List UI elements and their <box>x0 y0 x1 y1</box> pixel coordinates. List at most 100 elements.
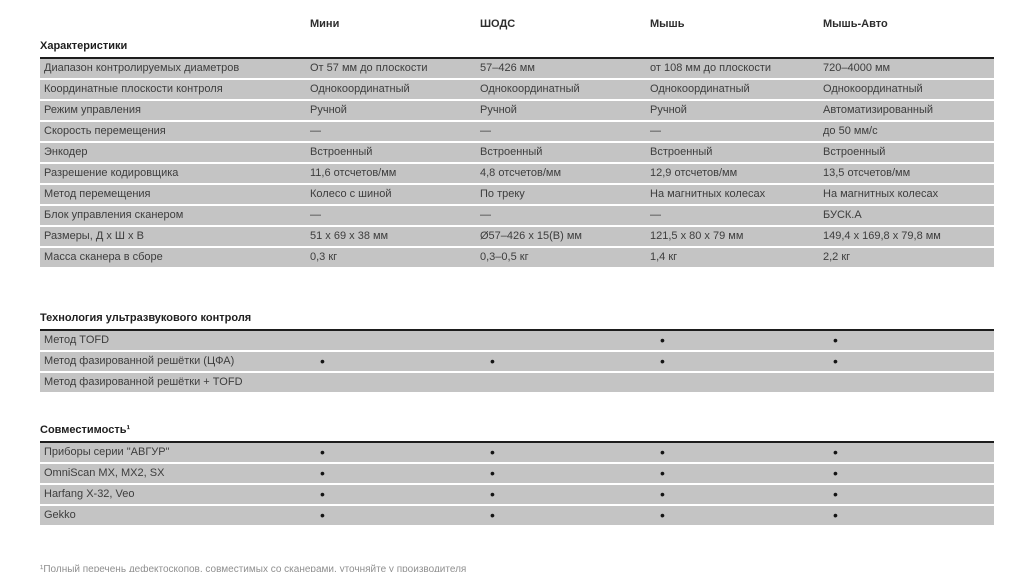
check-dot: • <box>833 507 838 523</box>
row-label: Диапазон контролируемых диаметров <box>44 62 240 74</box>
section-title: Характеристики <box>40 40 994 59</box>
check-dot: • <box>320 444 325 460</box>
row-label: Метод фазированной решётки + TOFD <box>44 376 243 388</box>
cell-value: Однокоординатный <box>650 83 750 95</box>
cell-value: 149,4 x 169,8 x 79,8 мм <box>823 230 941 242</box>
cell-value: Ø57–426 x 15(В) мм <box>480 230 582 242</box>
cell-value: — <box>480 125 491 137</box>
table-row: Gekko • • • • <box>40 506 994 527</box>
column-headers: Мини ШОДС Мышь Мышь-Авто <box>40 18 994 30</box>
table-row: Метод фазированной решётки (ЦФА) • • • • <box>40 352 994 373</box>
cell-value: 13,5 отсчетов/мм <box>823 167 911 179</box>
cell-value: Однокоординатный <box>823 83 923 95</box>
cell-value: 2,2 кг <box>823 251 851 263</box>
cell-value: Ручной <box>650 104 687 116</box>
cell-value: Встроенный <box>650 146 713 158</box>
check-dot: • <box>660 486 665 502</box>
row-label: Метод перемещения <box>44 188 151 200</box>
check-dot: • <box>660 332 665 348</box>
cell-value <box>823 373 994 392</box>
table-row: Разрешение кодировщика 11,6 отсчетов/мм 4,… <box>40 164 994 185</box>
check-dot: • <box>490 444 495 460</box>
table-row: Harfang X-32, Veo • • • • <box>40 485 994 506</box>
table-row: Координатные плоскости контроля Однокоорд… <box>40 80 994 101</box>
table-row: Энкодер Встроенный Встроенный Встроенный Вст… <box>40 143 994 164</box>
cell-value: Ручной <box>480 104 517 116</box>
cell-value <box>480 373 650 392</box>
column-header: ШОДС <box>480 18 516 30</box>
footnote: ¹Полный перечень дефектоскопов, совмести… <box>40 564 467 572</box>
row-label: OmniScan MX, MX2, SX <box>44 467 165 479</box>
cell-value: 11,6 отсчетов/мм <box>310 167 397 179</box>
row-label: Приборы серии "АВГУР" <box>44 446 170 458</box>
table-row: Масса сканера в сборе 0,3 кг 0,3–0,5 кг 1,4… <box>40 248 994 269</box>
cell-value: Встроенный <box>310 146 373 158</box>
table-row: Скорость перемещения — — — до 50 мм/с <box>40 122 994 143</box>
column-header: Мышь <box>650 18 685 30</box>
row-label: Скорость перемещения <box>44 125 166 137</box>
cell-value: Однокоординатный <box>310 83 410 95</box>
check-dot: • <box>660 444 665 460</box>
table-row: Метод фазированной решётки + TOFD <box>40 373 994 394</box>
cell-value <box>310 331 480 350</box>
table-section: Технология ультразвукового контроля Метод… <box>40 312 994 394</box>
check-dot: • <box>833 465 838 481</box>
cell-value: По треку <box>480 188 525 200</box>
cell-value <box>310 373 480 392</box>
cell-value: От 57 мм до плоскости <box>310 62 428 74</box>
check-dot: • <box>320 353 325 369</box>
cell-value <box>650 373 823 392</box>
table-row: Диапазон контролируемых диаметров От 57 м… <box>40 59 994 80</box>
cell-value: На магнитных колесах <box>823 188 939 200</box>
column-header: Мышь-Авто <box>823 18 888 30</box>
row-label: Метод фазированной решётки (ЦФА) <box>44 355 235 367</box>
row-label: Разрешение кодировщика <box>44 167 179 179</box>
cell-value: 121,5 x 80 x 79 мм <box>650 230 744 242</box>
cell-value: 1,4 кг <box>650 251 678 263</box>
cell-value: БУСК.А <box>823 209 862 221</box>
table-row: Метод TOFD • • <box>40 331 994 352</box>
comparison-table: Мини ШОДС Мышь Мышь-Авто Характеристики Диап… <box>40 0 994 527</box>
row-label: Метод TOFD <box>44 334 110 346</box>
check-dot: • <box>660 465 665 481</box>
table-row: Размеры, Д х Ш х В 51 x 69 x 38 мм Ø57–426… <box>40 227 994 248</box>
cell-value: до 50 мм/с <box>823 125 878 137</box>
table-row: Блок управления сканером — — — БУСК.А <box>40 206 994 227</box>
row-label: Энкодер <box>44 146 88 158</box>
cell-value: 720–4000 мм <box>823 62 891 74</box>
row-label: Размеры, Д х Ш х В <box>44 230 144 242</box>
cell-value: 12,9 отсчетов/мм <box>650 167 738 179</box>
check-dot: • <box>320 507 325 523</box>
cell-value: Встроенный <box>480 146 543 158</box>
check-dot: • <box>490 486 495 502</box>
cell-value: — <box>650 209 661 221</box>
section-title: Совместимость¹ <box>40 424 994 443</box>
column-header-empty <box>40 18 310 30</box>
row-label: Масса сканера в сборе <box>44 251 163 263</box>
cell-value: 0,3–0,5 кг <box>480 251 529 263</box>
cell-value: от 108 мм до плоскости <box>650 62 772 74</box>
cell-value: 57–426 мм <box>480 62 535 74</box>
cell-value: — <box>480 209 491 221</box>
row-label: Блок управления сканером <box>44 209 184 221</box>
cell-value: 51 x 69 x 38 мм <box>310 230 389 242</box>
check-dot: • <box>320 465 325 481</box>
row-label: Координатные плоскости контроля <box>44 83 223 95</box>
cell-value: — <box>650 125 661 137</box>
cell-value: Колесо с шиной <box>310 188 392 200</box>
check-dot: • <box>320 486 325 502</box>
check-dot: • <box>833 353 838 369</box>
cell-value: Ручной <box>310 104 347 116</box>
table-row: Метод перемещения Колесо с шиной По треку Н… <box>40 185 994 206</box>
check-dot: • <box>490 465 495 481</box>
table-section: Совместимость¹ Приборы серии "АВГУР" • • • • O… <box>40 424 994 527</box>
section-title: Технология ультразвукового контроля <box>40 312 994 331</box>
check-dot: • <box>660 507 665 523</box>
cell-value: Автоматизированный <box>823 104 934 116</box>
table-section: Характеристики Диапазон контролируемых ди… <box>40 40 994 269</box>
table-row: OmniScan MX, MX2, SX • • • • <box>40 464 994 485</box>
check-dot: • <box>833 486 838 502</box>
column-header: Мини <box>310 18 340 30</box>
row-label: Harfang X-32, Veo <box>44 488 135 500</box>
check-dot: • <box>833 332 838 348</box>
